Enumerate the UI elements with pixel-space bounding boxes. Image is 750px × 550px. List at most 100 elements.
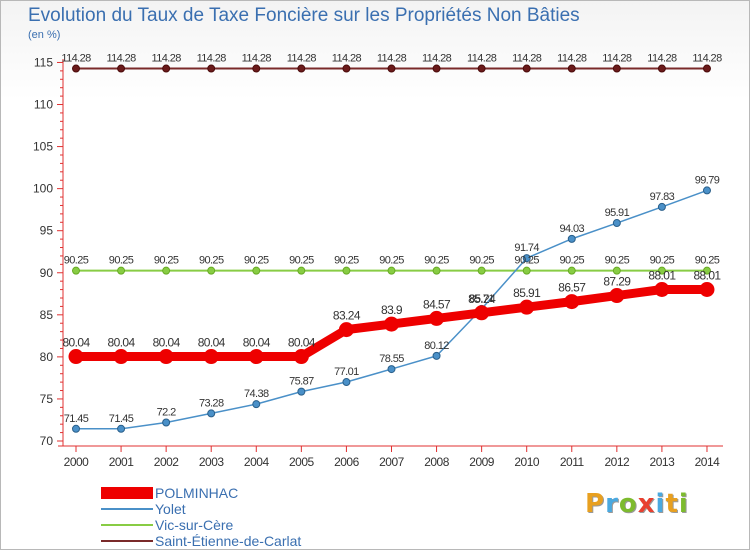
x-tick-label: 2011 [560,455,585,469]
data-label-vic-sur-cere: 90.25 [334,255,359,267]
data-label-vic-sur-cere: 90.25 [514,255,539,267]
data-point-polminhac [338,322,354,338]
data-label-yolet: 94.03 [560,223,585,235]
legend-swatch-polminhac [101,487,153,499]
logo-letter: x [637,489,656,519]
data-point-polminhac [474,305,490,321]
data-label-yolet: 95.91 [605,207,630,219]
data-label-saint-etienne-de-carlat: 114.28 [422,53,452,65]
legend-item-polminhac[interactable]: POLMINHAC [99,485,359,501]
data-label-vic-sur-cere: 90.25 [289,255,314,267]
data-label-polminhac: 83.24 [333,309,361,323]
data-point-yolet [342,378,351,387]
data-point-vic-sur-cere [342,266,351,275]
data-label-yolet: 91.74 [514,242,539,254]
data-point-vic-sur-cere [297,266,306,275]
data-point-saint-etienne-de-carlat [702,64,711,73]
data-label-saint-etienne-de-carlat: 114.28 [512,53,542,65]
data-point-saint-etienne-de-carlat [567,64,576,73]
data-point-saint-etienne-de-carlat [432,64,441,73]
logo-letter: i [678,489,689,519]
y-tick-label: 115 [34,55,53,69]
data-point-saint-etienne-de-carlat [657,64,666,73]
data-point-yolet [162,418,171,427]
data-label-vic-sur-cere: 90.25 [154,255,179,267]
data-label-vic-sur-cere: 90.25 [469,255,494,267]
logo-letter: i [655,489,666,519]
data-label-yolet: 85.71 [469,293,494,305]
y-tick-label: 80 [40,350,54,364]
data-point-vic-sur-cere [207,266,216,275]
data-label-polminhac: 86.57 [558,281,586,295]
data-label-yolet: 97.83 [650,191,675,203]
data-point-vic-sur-cere [612,266,621,275]
data-point-polminhac [383,316,399,332]
data-label-polminhac: 88.01 [648,268,676,282]
data-label-polminhac: 80.04 [243,336,271,350]
legend-item-vic-sur-cere[interactable]: Vic-sur-Cère [99,517,359,533]
data-point-polminhac [203,349,219,365]
legend-label-saint-etienne-de-carlat: Saint-Étienne-de-Carlat [155,533,302,549]
data-label-polminhac: 85.91 [513,286,541,300]
data-point-vic-sur-cere [432,266,441,275]
x-tick-label: 2003 [199,455,225,469]
legend-label-vic-sur-cere: Vic-sur-Cère [155,517,234,533]
x-tick-label: 2010 [514,455,540,469]
data-point-yolet [702,186,711,195]
legend-item-yolet[interactable]: Yolet [99,501,359,517]
data-point-yolet [297,387,306,396]
x-tick-label: 2004 [244,455,270,469]
y-tick-label: 75 [40,392,54,406]
data-label-polminhac: 83.9 [381,303,403,317]
x-tick-label: 2005 [289,455,315,469]
data-point-yolet [387,365,396,374]
data-label-polminhac: 80.04 [288,336,316,350]
y-axis-unit-label: (en %) [28,29,61,41]
data-point-vic-sur-cere [567,266,576,275]
data-label-saint-etienne-de-carlat: 114.28 [467,53,497,65]
data-label-polminhac: 80.04 [198,336,226,350]
data-label-saint-etienne-de-carlat: 114.28 [106,53,136,65]
x-tick-label: 2014 [695,455,721,469]
data-point-saint-etienne-de-carlat [252,64,261,73]
data-label-yolet: 71.45 [64,413,89,425]
data-label-yolet: 78.55 [379,353,404,365]
data-point-polminhac [158,349,174,365]
data-label-yolet: 77.01 [334,366,359,378]
data-label-saint-etienne-de-carlat: 114.28 [647,53,677,65]
data-point-vic-sur-cere [162,266,171,275]
x-tick-label: 2007 [379,455,405,469]
data-point-vic-sur-cere [387,266,396,275]
data-point-polminhac [248,349,264,365]
chart-title: Evolution du Taux de Taxe Foncière sur l… [28,5,580,26]
data-point-vic-sur-cere [117,266,126,275]
data-point-saint-etienne-de-carlat [387,64,396,73]
data-label-saint-etienne-de-carlat: 114.28 [332,53,362,65]
legend-label-yolet: Yolet [155,501,186,517]
legend-item-saint-etienne-de-carlat[interactable]: Saint-Étienne-de-Carlat [99,533,359,549]
data-label-yolet: 74.38 [244,388,269,400]
legend-label-polminhac: POLMINHAC [155,485,239,501]
data-point-yolet [612,219,621,228]
data-label-polminhac: 88.01 [693,268,721,282]
data-label-polminhac: 84.57 [423,297,451,311]
data-point-yolet [567,234,576,243]
legend-swatch-vic-sur-cere [101,524,153,526]
data-label-polminhac: 85.24 [468,292,496,306]
data-label-saint-etienne-de-carlat: 114.28 [197,53,227,65]
x-tick-label: 2006 [334,455,360,469]
data-label-yolet: 75.87 [289,376,314,388]
data-point-polminhac [113,349,129,365]
data-label-saint-etienne-de-carlat: 114.28 [692,53,722,65]
y-tick-label: 70 [40,434,54,448]
data-label-saint-etienne-de-carlat: 114.28 [377,53,407,65]
data-point-saint-etienne-de-carlat [72,64,80,73]
y-tick-label: 100 [33,182,53,196]
data-point-saint-etienne-de-carlat [522,64,531,73]
logo-letter: r [605,489,619,519]
data-point-vic-sur-cere [522,266,531,275]
data-point-saint-etienne-de-carlat [207,64,216,73]
logo-letter: P [585,489,606,519]
